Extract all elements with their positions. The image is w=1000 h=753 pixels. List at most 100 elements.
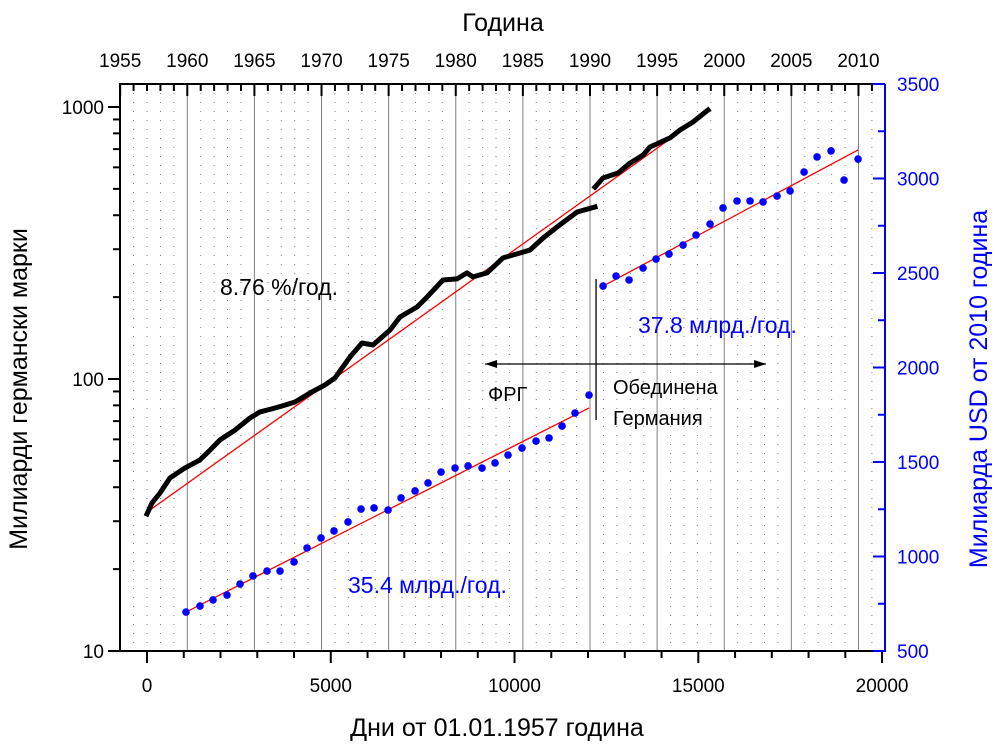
data-point bbox=[558, 422, 566, 430]
y-tick-label: 1000 bbox=[62, 98, 104, 119]
data-point bbox=[491, 459, 499, 467]
annotation-rate-unified: 37.8 млрд./год. bbox=[638, 312, 797, 338]
annotation-rate-frg: 35.4 млрд./год. bbox=[348, 572, 507, 598]
y2-tick-label: 3500 bbox=[897, 75, 939, 96]
fit-lines bbox=[146, 110, 859, 613]
data-point bbox=[813, 153, 821, 161]
data-point bbox=[746, 197, 754, 205]
annotation-lines bbox=[485, 279, 767, 420]
data-point bbox=[665, 250, 673, 258]
y2-tick-label: 2500 bbox=[897, 264, 939, 285]
x2-tick-label: 2010 bbox=[837, 51, 879, 72]
data-point bbox=[773, 192, 781, 200]
x2-tick-label: 1955 bbox=[99, 51, 141, 72]
x2-tick-label: 1965 bbox=[233, 51, 275, 72]
arrowhead-right-icon bbox=[754, 360, 767, 368]
y2-axis-title: Милиарда USD от 2010 година bbox=[965, 210, 993, 568]
linear-fit-unified bbox=[602, 149, 859, 287]
data-point bbox=[706, 220, 714, 228]
y2-tick-label: 3000 bbox=[897, 170, 939, 191]
x-axis-title: Дни от 01.01.1957 година bbox=[350, 714, 644, 742]
data-point bbox=[290, 558, 298, 566]
data-point bbox=[236, 580, 244, 588]
data-point bbox=[249, 572, 257, 580]
series-usd bbox=[182, 147, 862, 616]
x-tick-label: 10000 bbox=[488, 676, 541, 697]
data-point bbox=[196, 602, 204, 610]
x2-tick-label: 1970 bbox=[300, 51, 342, 72]
data-point bbox=[692, 231, 700, 239]
data-point bbox=[652, 255, 660, 263]
series-dm-segment-1 bbox=[143, 203, 599, 518]
x-tick-label: 5000 bbox=[310, 676, 352, 697]
data-point bbox=[532, 437, 540, 445]
y-tick-label: 100 bbox=[72, 370, 104, 391]
y-tick-label: 10 bbox=[83, 642, 104, 663]
y2-tick-label: 500 bbox=[897, 642, 929, 663]
data-point bbox=[357, 505, 365, 513]
data-point bbox=[625, 276, 633, 284]
data-point bbox=[719, 204, 727, 212]
data-point bbox=[437, 468, 445, 476]
data-point bbox=[384, 506, 392, 514]
y2-tick-label: 1000 bbox=[897, 548, 939, 569]
data-point bbox=[370, 504, 378, 512]
data-point bbox=[612, 272, 620, 280]
x2-tick-label: 1960 bbox=[166, 51, 208, 72]
data-point bbox=[639, 264, 647, 272]
data-point bbox=[478, 464, 486, 472]
data-point bbox=[209, 596, 217, 604]
data-point bbox=[679, 241, 687, 249]
x2-tick-label: 2005 bbox=[770, 51, 812, 72]
data-point bbox=[330, 527, 338, 535]
data-point bbox=[464, 462, 472, 470]
data-point bbox=[518, 444, 526, 452]
annotation-rate-dm: 8.76 %/год. bbox=[220, 274, 338, 300]
data-point bbox=[451, 464, 459, 472]
series-dm bbox=[143, 106, 712, 518]
annotation-unified-line1: Обединена bbox=[613, 377, 719, 399]
data-point bbox=[733, 197, 741, 205]
data-point bbox=[571, 409, 579, 417]
arrowhead-left-icon bbox=[485, 360, 498, 368]
x2-tick-label: 1975 bbox=[368, 51, 410, 72]
data-point bbox=[303, 544, 311, 552]
x2-tick-label: 1985 bbox=[502, 51, 544, 72]
data-point bbox=[545, 434, 553, 442]
data-point bbox=[411, 487, 419, 495]
x-tick-label: 20000 bbox=[856, 676, 909, 697]
data-point bbox=[223, 591, 231, 599]
data-point bbox=[840, 176, 848, 184]
data-point bbox=[599, 282, 607, 290]
data-point bbox=[759, 198, 767, 206]
x2-tick-label: 1980 bbox=[435, 51, 477, 72]
x2-tick-label: 1990 bbox=[569, 51, 611, 72]
series-dm-segment-2 bbox=[591, 106, 712, 191]
data-point bbox=[585, 391, 593, 399]
data-point bbox=[344, 518, 352, 526]
annotation-frg: ФРГ bbox=[488, 384, 528, 406]
x2-tick-label: 1995 bbox=[636, 51, 678, 72]
y2-tick-label: 2000 bbox=[897, 359, 939, 380]
annotation-unified-line2: Германия bbox=[613, 408, 703, 430]
y-axis-title: Милиарди германски марки bbox=[5, 228, 33, 550]
x-tick-label: 15000 bbox=[672, 676, 725, 697]
data-point bbox=[854, 155, 862, 163]
data-point bbox=[182, 608, 190, 616]
axes: 0 5000 10000 15000 20000 1955 1960 1965 1970 1975… bbox=[62, 51, 940, 697]
data-point bbox=[263, 567, 271, 575]
data-point bbox=[504, 451, 512, 459]
x2-tick-label: 2000 bbox=[703, 51, 745, 72]
data-point bbox=[276, 567, 284, 575]
exp-fit-dm bbox=[146, 110, 710, 513]
data-point bbox=[397, 494, 405, 502]
y2-tick-label: 1500 bbox=[897, 453, 939, 474]
data-point bbox=[317, 534, 325, 542]
data-point bbox=[424, 479, 432, 487]
x-tick-label: 0 bbox=[142, 676, 153, 697]
data-point bbox=[786, 187, 794, 195]
data-point bbox=[800, 168, 808, 176]
grid bbox=[133, 84, 873, 651]
data-point bbox=[827, 147, 835, 155]
